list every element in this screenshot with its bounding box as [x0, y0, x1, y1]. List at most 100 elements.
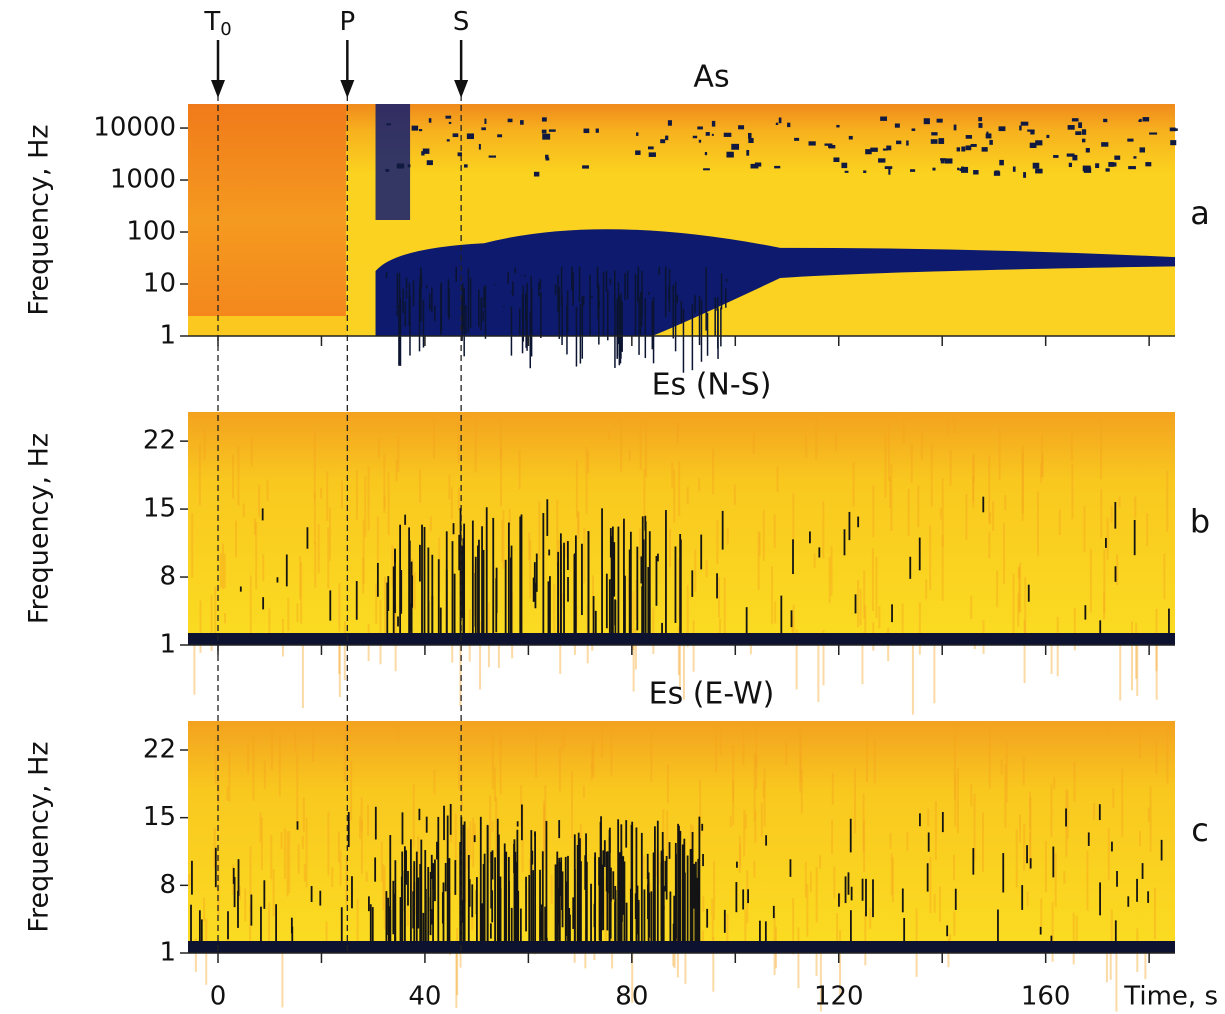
spectrogram-texture	[623, 518, 625, 635]
spectrogram-texture	[410, 603, 413, 632]
spectrogram-texture	[430, 305, 432, 307]
spectrogram-texture	[455, 940, 458, 1008]
spectrogram-texture	[850, 886, 853, 901]
spectrogram-texture	[556, 861, 559, 943]
spectrogram-texture	[548, 549, 551, 556]
spectrogram-texture	[636, 885, 639, 935]
spectrogram-texture	[625, 902, 628, 943]
spectrogram-texture	[408, 540, 411, 635]
spectrogram-texture	[1021, 445, 1024, 514]
spectrogram-texture	[317, 523, 320, 574]
spectrogram-texture	[704, 152, 708, 156]
spectrogram-texture	[689, 849, 692, 943]
spectrogram-texture	[499, 419, 502, 459]
spectrogram-texture	[635, 580, 638, 620]
spectrogram-texture	[925, 579, 928, 600]
spectrogram-texture	[926, 863, 929, 892]
spectrogram-texture	[1050, 935, 1053, 942]
spectrogram-texture	[301, 835, 304, 849]
spectrogram-texture	[540, 291, 542, 338]
spectrogram-texture	[601, 864, 603, 915]
spectrogram-texture	[655, 555, 658, 606]
spectrogram-texture	[610, 536, 613, 635]
spectrogram-texture	[1168, 608, 1170, 635]
spectrogram-texture	[581, 296, 584, 359]
spectrogram-texture	[367, 804, 370, 836]
spectrogram-texture	[1144, 945, 1147, 980]
spectrogram-texture	[249, 575, 252, 645]
spectrogram-texture	[865, 878, 867, 917]
spectrogram-texture	[1127, 138, 1134, 142]
spectrogram-texture	[1149, 786, 1152, 852]
spectrogram-texture	[1119, 639, 1122, 701]
spectrogram-texture	[808, 141, 816, 146]
spectrogram-texture	[861, 631, 864, 685]
spectrogram-texture	[686, 584, 689, 647]
spectrogram-texture	[910, 443, 913, 483]
spectrogram-texture	[358, 816, 361, 839]
spectrogram-texture	[538, 282, 540, 297]
spectrogram-texture	[947, 419, 950, 437]
spectrogram-texture	[406, 898, 409, 927]
spectrogram-texture	[413, 882, 416, 943]
spectrogram-texture	[1160, 839, 1163, 861]
spectrogram-texture	[748, 132, 752, 139]
spectrogram-texture	[543, 805, 546, 855]
spectrogram-texture	[419, 277, 421, 323]
spectrogram-texture	[765, 835, 768, 846]
spectrogram-texture	[989, 511, 992, 525]
spectrogram-texture	[460, 760, 463, 813]
spectrogram-texture	[1136, 878, 1138, 902]
spectrogram-texture	[718, 576, 721, 618]
event-label-text: T	[203, 7, 220, 37]
spectrogram-texture	[660, 139, 666, 144]
spectrogram-texture	[738, 835, 741, 873]
spectrogram-texture	[512, 281, 514, 296]
spectrogram-texture	[939, 507, 942, 520]
spectrogram-texture	[1103, 592, 1106, 620]
spectrogram-texture	[375, 583, 378, 624]
spectrogram-texture	[437, 559, 440, 635]
spectrogram-texture	[647, 292, 650, 295]
spectrogram-texture	[799, 735, 802, 782]
spectrogram-texture	[949, 450, 952, 486]
spectrogram-texture	[1110, 909, 1113, 952]
spectrogram-texture	[1105, 952, 1108, 983]
event-arrow	[454, 80, 469, 98]
spectrogram-texture	[1169, 127, 1176, 132]
spectrogram-texture	[630, 824, 633, 943]
spectrogram-texture	[374, 806, 377, 840]
spectrogram-texture	[471, 884, 474, 918]
spectrogram-texture	[936, 118, 943, 123]
spectrogram-texture	[1134, 496, 1137, 518]
spectrogram-texture	[423, 526, 426, 635]
spectrogram-texture	[839, 930, 842, 995]
spectrogram-texture	[538, 501, 541, 560]
spectrogram-texture	[296, 603, 299, 622]
spectrogram-texture	[194, 938, 197, 972]
spectrogram-texture	[775, 122, 779, 125]
spectrogram-texture	[491, 850, 494, 880]
spectrogram-texture	[545, 820, 548, 943]
spectrogram-texture	[789, 859, 792, 877]
spectrogram-texture	[705, 560, 708, 578]
spectrogram-texture	[1114, 502, 1117, 529]
spectrogram-texture	[528, 532, 531, 561]
spectrogram-texture	[286, 831, 289, 897]
spectrogram-texture	[516, 821, 519, 827]
spectrogram-texture	[386, 123, 391, 126]
spectrogram-texture	[889, 476, 892, 508]
spectrogram-texture	[467, 268, 470, 333]
spectrogram-texture	[691, 860, 694, 917]
spectrogram-texture	[723, 909, 726, 933]
spectrogram-texture	[541, 117, 547, 122]
spectrogram-texture	[475, 890, 478, 915]
spectrogram-texture	[1021, 885, 1024, 910]
spectrogram-texture	[778, 117, 782, 124]
spectrogram-texture	[643, 889, 646, 943]
spectrogram-texture	[433, 412, 436, 459]
spectrogram-texture	[878, 158, 886, 163]
spectrogram-texture	[1107, 828, 1110, 881]
spectrogram-texture	[404, 301, 407, 327]
spectrogram-texture	[518, 308, 521, 335]
